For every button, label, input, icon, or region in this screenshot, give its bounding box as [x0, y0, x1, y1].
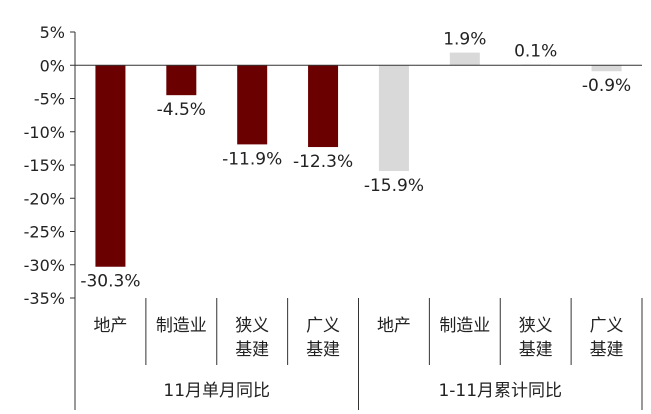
- y-tick-label: -5%: [34, 90, 65, 109]
- category-label: 地产: [377, 316, 411, 336]
- category-label: 狭义: [235, 316, 269, 336]
- bar: [95, 65, 126, 267]
- bar-labels: -30.3% -4.5% -11.9% -12.3% -15.9% 1.9% 0.1% -0.…: [80, 30, 631, 292]
- bar-value-label: 0.1%: [514, 42, 557, 62]
- bar: [449, 52, 480, 66]
- bar-value-label: -15.9%: [364, 176, 424, 196]
- y-tick-label: -20%: [24, 189, 65, 208]
- category-label: 地产: [93, 316, 127, 336]
- y-tick-label: -25%: [24, 223, 65, 242]
- bar-value-label: -11.9%: [222, 149, 282, 169]
- bar-value-label: 1.9%: [443, 30, 486, 50]
- bar-value-label: -0.9%: [582, 76, 631, 96]
- category-label: 基建: [306, 340, 340, 360]
- y-axis: 5% 0% -5% -10% -15% -20% -25% -30% -35%: [24, 23, 76, 410]
- category-label: 基建: [235, 340, 269, 360]
- y-tick-label: -10%: [24, 123, 65, 142]
- category-label: 基建: [519, 340, 553, 360]
- category-label: 广义: [306, 316, 340, 336]
- bar-value-label: -30.3%: [80, 272, 140, 292]
- bar: [591, 65, 622, 72]
- category-label: 制造业: [439, 316, 490, 336]
- bar: [166, 65, 197, 96]
- category-label: 基建: [590, 340, 624, 360]
- bar: [308, 65, 339, 148]
- category-label: 制造业: [156, 316, 207, 336]
- y-tick-label: -35%: [24, 289, 65, 308]
- bars: [95, 52, 622, 267]
- bar-value-label: -12.3%: [293, 152, 353, 172]
- y-tick-label: -30%: [24, 256, 65, 275]
- group-label: 1-11月累计同比: [438, 381, 562, 401]
- category-label: 狭义: [519, 316, 553, 336]
- bar-value-label: -4.5%: [157, 100, 206, 120]
- bar: [237, 65, 268, 145]
- category-label: 广义: [590, 316, 624, 336]
- y-tick-label: 0%: [40, 56, 65, 75]
- group-label: 11月单月同比: [163, 381, 270, 401]
- bar: [378, 65, 409, 171]
- y-tick-label: 5%: [40, 23, 65, 42]
- y-tick-label: -15%: [24, 156, 65, 175]
